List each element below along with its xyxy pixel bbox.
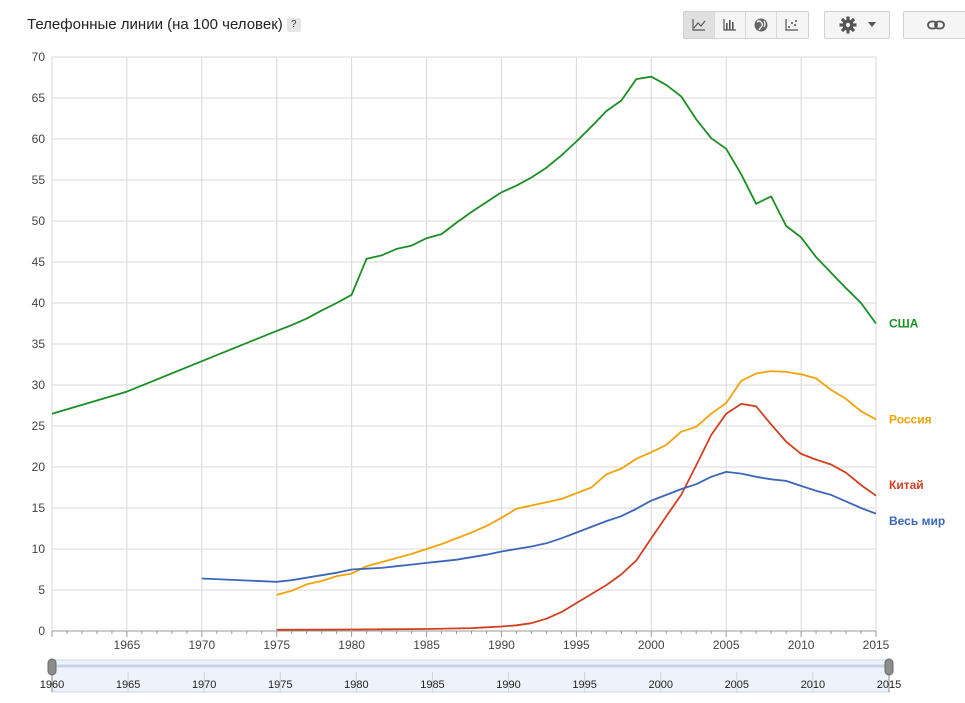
scatter-chart-button[interactable] [777, 12, 807, 38]
chart-grid [51, 56, 877, 637]
x-tick-label: 1965 [114, 638, 141, 652]
x-tick-label: 1975 [263, 638, 290, 652]
series-line-russia [276, 370, 877, 596]
x-tick-label: 1980 [338, 638, 365, 652]
chart-title-text: Телефонные линии (на 100 человек) [27, 16, 283, 33]
range-tick-label: 1990 [496, 679, 520, 691]
y-tick-label: 20 [32, 460, 46, 474]
y-tick-label: 40 [32, 296, 46, 310]
range-handle-knob [47, 658, 57, 676]
range-tick-label: 1995 [572, 679, 596, 691]
chart-series [51, 75, 877, 631]
help-button[interactable]: ? [286, 18, 301, 33]
series-end-labels: США Россия Китай Весь мир [889, 317, 945, 529]
caret-down-icon [868, 22, 876, 27]
range-tick-label: 2000 [648, 679, 672, 691]
x-tick-label: 1970 [188, 638, 215, 652]
range-tick-label: 2005 [725, 679, 749, 691]
settings-menu-button[interactable] [824, 11, 890, 39]
series-label-usa: США [889, 317, 919, 331]
y-tick-label: 15 [32, 501, 46, 515]
y-tick-label: 65 [32, 91, 46, 105]
bar-chart-icon [723, 19, 736, 31]
range-handle-right[interactable] [884, 658, 894, 692]
range-tick-label: 2010 [801, 679, 825, 691]
x-tick-label: 2010 [788, 638, 815, 652]
series-line-usa [51, 75, 877, 415]
y-tick-label: 50 [32, 214, 46, 228]
range-tick-label: 1970 [192, 679, 216, 691]
y-tick-label: 10 [32, 542, 46, 556]
range-handle-left[interactable] [47, 658, 57, 692]
y-tick-label: 5 [38, 583, 45, 597]
range-tick-label: 1980 [344, 679, 368, 691]
line-chart-button[interactable] [684, 12, 715, 38]
x-tick-label: 1995 [563, 638, 590, 652]
range-tick-label: 1975 [268, 679, 292, 691]
globe-map-icon [754, 18, 768, 32]
bar-chart-button[interactable] [715, 12, 746, 38]
map-chart-button[interactable] [746, 12, 777, 38]
x-tick-label: 1985 [413, 638, 440, 652]
y-axis-labels: 0 5 10 15 20 25 30 35 40 45 50 55 60 65 70 [32, 50, 46, 638]
chart-type-toolbar [683, 11, 809, 39]
x-tick-label: 1990 [488, 638, 515, 652]
chart-title: Телефонные линии (на 100 человек)? [27, 16, 301, 33]
y-tick-label: 35 [32, 337, 46, 351]
link-button[interactable] [903, 11, 965, 39]
scatter-chart-icon [785, 19, 798, 31]
series-line-china [276, 403, 877, 631]
link-icon [927, 20, 945, 30]
y-tick-label: 30 [32, 378, 46, 392]
x-tick-label: 2000 [638, 638, 665, 652]
x-tick-label: 2005 [713, 638, 740, 652]
time-range-slider[interactable]: 1960 1965 1970 1975 1980 1985 1990 1995 2000 2005… [40, 658, 901, 693]
range-handle-knob [884, 658, 894, 676]
series-line-world [201, 471, 877, 583]
series-label-china: Китай [889, 478, 924, 492]
y-tick-label: 55 [32, 173, 46, 187]
series-label-world: Весь мир [889, 514, 945, 528]
x-tick-label: 2015 [863, 638, 890, 652]
y-tick-label: 60 [32, 132, 46, 146]
range-tick-label: 1985 [420, 679, 444, 691]
series-label-russia: Россия [889, 412, 932, 426]
range-tick-label: 1965 [116, 679, 140, 691]
gear-icon [839, 16, 857, 34]
y-tick-label: 45 [32, 255, 46, 269]
y-tick-label: 25 [32, 419, 46, 433]
y-tick-label: 0 [38, 624, 45, 638]
x-axis-labels: 1965 1970 1975 1980 1985 1990 1995 2000 2005 2010… [114, 638, 890, 652]
line-chart-icon [692, 19, 706, 31]
y-tick-label: 70 [32, 50, 46, 64]
